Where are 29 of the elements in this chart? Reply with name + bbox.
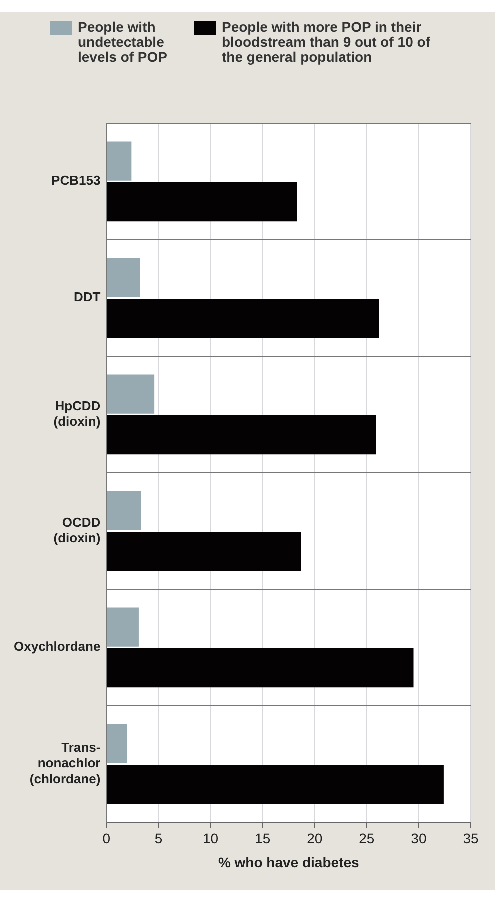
bar: [107, 142, 132, 181]
bar: [107, 724, 128, 764]
bar: [107, 764, 444, 804]
bar: [107, 258, 140, 298]
y-tick-label: OCDD (dioxin): [54, 514, 101, 546]
x-tick-label: 5: [154, 830, 163, 847]
x-tick-label: 35: [463, 830, 479, 847]
y-tick-label: DDT: [74, 290, 101, 305]
x-tick-label: 20: [307, 830, 323, 847]
y-tick-label: Oxychlordane: [14, 639, 101, 654]
x-tick-label: 10: [202, 830, 219, 847]
y-tick-label: HpCDD (dioxin): [54, 398, 101, 430]
legend-label: People with more POP in their bloodstream than 9 out of 10 of the general population: [222, 19, 432, 65]
y-tick-label: PCB153: [52, 173, 101, 188]
bar: [107, 532, 302, 572]
bar: [107, 415, 376, 455]
x-tick-label: 30: [411, 830, 427, 847]
x-tick-label: 0: [102, 830, 111, 847]
bar: [107, 491, 142, 530]
bar: [107, 374, 155, 414]
bar: [107, 298, 380, 338]
bar: [107, 182, 298, 222]
y-tick-label: Trans- nonachlor (chlordane): [30, 740, 101, 786]
x-tick-label: 15: [255, 830, 271, 847]
bar: [107, 648, 414, 688]
legend-label: People with undetectable levels of POP: [78, 19, 168, 65]
x-tick-label: 25: [359, 830, 375, 847]
bar: [107, 608, 139, 647]
x-axis-title: % who have diabetes: [218, 854, 360, 870]
